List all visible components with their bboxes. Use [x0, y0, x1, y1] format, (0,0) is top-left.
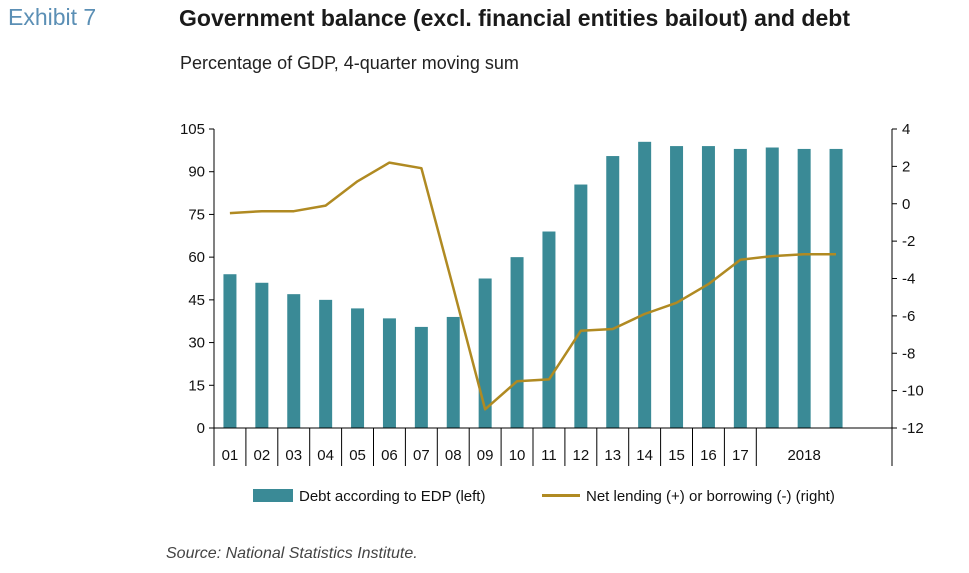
legend-line-label: Net lending (+) or borrowing (-) (right): [586, 488, 835, 505]
bar-series: [223, 141, 843, 429]
left-axis-tick-label: 30: [188, 335, 205, 352]
right-axis-tick-label: -10: [902, 383, 924, 400]
left-axis-tick-label: 105: [180, 121, 205, 138]
line-series: [229, 161, 836, 411]
left-axis-tick-label: 0: [197, 420, 205, 437]
debt-bar: [542, 231, 556, 428]
net-lending-line: [229, 161, 836, 411]
x-axis-tick-label: 03: [285, 447, 302, 464]
debt-bar: [606, 156, 620, 429]
x-axis-tick-label: 05: [349, 447, 366, 464]
left-axis: 0 15 30 45 60 75 90 105: [180, 121, 215, 437]
legend-bar-label: Debt according to EDP (left): [299, 488, 485, 505]
x-axis-tick-label: 02: [254, 447, 271, 464]
debt-bar: [446, 316, 460, 428]
x-axis: 01 02 03 04 05 06 07 08 09 10 11 12 13 14 15 16 17 2018: [213, 427, 893, 466]
debt-bar: [478, 278, 492, 428]
debt-bar: [351, 308, 365, 428]
x-axis-tick-label: 08: [445, 447, 462, 464]
debt-bar: [510, 257, 524, 428]
left-axis-tick-label: 75: [188, 206, 205, 223]
chart-subtitle: Percentage of GDP, 4-quarter moving sum: [180, 53, 519, 73]
right-axis-tick-label: -8: [902, 345, 915, 362]
x-axis-tick-label: 15: [668, 447, 685, 464]
debt-bar: [670, 146, 684, 429]
x-axis-tick-label: 01: [222, 447, 239, 464]
x-axis-tick-label: 16: [700, 447, 717, 464]
debt-bar: [382, 318, 396, 428]
x-axis-tick-label: 06: [381, 447, 398, 464]
debt-bar: [319, 299, 333, 428]
x-axis-tick-label: 11: [541, 447, 557, 464]
right-axis: -12 -10 -8 -6 -4 -2 0 2 4: [891, 121, 924, 437]
x-axis-tick-label: 17: [732, 447, 749, 464]
left-axis-tick-label: 15: [188, 377, 205, 394]
debt-bar: [638, 141, 652, 429]
legend-bar-swatch: [253, 489, 293, 502]
x-axis-tick-label: 12: [573, 447, 590, 464]
x-axis-tick-label: 13: [604, 447, 621, 464]
x-axis-tick-label: 14: [636, 447, 653, 464]
chart-title: Government balance (excl. financial enti…: [179, 5, 850, 31]
legend: Debt according to EDP (left) Net lending…: [253, 488, 835, 505]
x-axis-tick-label: 04: [317, 447, 334, 464]
debt-bar: [829, 148, 843, 428]
debt-bar: [574, 184, 588, 428]
x-axis-tick-label: 09: [477, 447, 494, 464]
x-axis-tick-label: 2018: [787, 447, 820, 464]
left-axis-tick-label: 45: [188, 292, 205, 309]
debt-bar: [287, 294, 301, 428]
debt-bar: [701, 146, 715, 429]
right-axis-tick-label: -6: [902, 308, 915, 325]
left-axis-tick-label: 90: [188, 164, 205, 181]
right-axis-tick-label: -12: [902, 420, 924, 437]
debt-bar: [733, 148, 747, 428]
right-axis-tick-label: 0: [902, 196, 910, 213]
exhibit-label: Exhibit 7: [8, 4, 97, 30]
debt-bar: [765, 147, 779, 428]
debt-bar: [223, 274, 237, 428]
right-axis-tick-label: 2: [902, 158, 910, 175]
debt-bar: [797, 148, 811, 428]
x-axis-tick-label: 07: [413, 447, 430, 464]
right-axis-tick-label: 4: [902, 121, 910, 138]
debt-bar: [414, 326, 428, 428]
right-axis-tick-label: -4: [902, 271, 915, 288]
source-note: Source: National Statistics Institute.: [166, 545, 418, 562]
right-axis-tick-label: -2: [902, 233, 915, 250]
debt-bar: [255, 282, 269, 428]
left-axis-tick-label: 60: [188, 249, 205, 266]
x-axis-tick-label: 10: [509, 447, 526, 464]
